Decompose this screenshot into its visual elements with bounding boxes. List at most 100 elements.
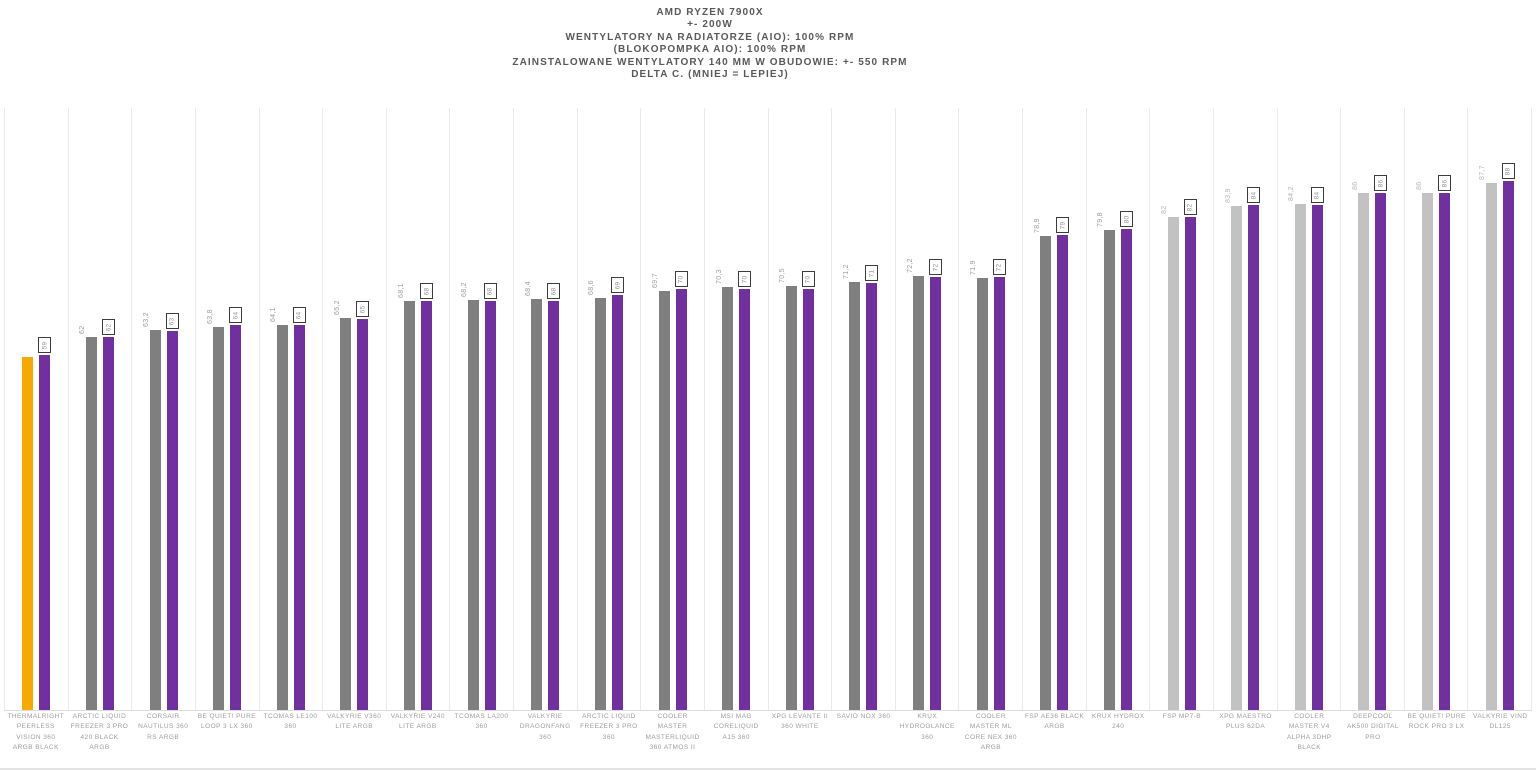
secondary-value-badge: 70 (801, 271, 815, 287)
primary-bar (1358, 193, 1370, 710)
secondary-bar (675, 289, 687, 710)
chart-column: 72,2 72 (894, 108, 959, 710)
category-label: XPG LEVANTE II 360 WHITE (771, 713, 829, 731)
category-label: SAVIO NOX 360 (836, 713, 891, 720)
category-label: FSP MP7-B (1162, 713, 1202, 720)
secondary-bar (739, 289, 751, 710)
category-label: COOLER MASTER MASTERLIQUID 360 ATMOS II (645, 713, 700, 752)
primary-bar (1422, 193, 1434, 710)
secondary-value-badge: 88 (1501, 163, 1515, 179)
chart-column: 69,7 70 (640, 108, 704, 710)
primary-value-label: 71,2 (842, 264, 850, 279)
chart-column: 78,9 79 (1022, 108, 1086, 710)
category-label: COOLER MASTER ML CORE NEX 360 ARGB (964, 713, 1017, 752)
chart-title-line-radiator-fans: WENTYLATORY NA RADIATORZE (AIO): 100% RP… (565, 31, 855, 43)
chart-title-line-cpu: AMD RYZEN 7900X (656, 7, 764, 18)
primary-bar (1167, 217, 1179, 710)
secondary-value-badge: 63 (165, 313, 179, 329)
secondary-value-badge: 79 (1056, 217, 1070, 233)
secondary-bar (230, 325, 242, 710)
chart-column: 79,8 80 (1085, 108, 1150, 710)
category-label: BE QUIET! PURE LOOP 3 LX 360 (197, 713, 256, 731)
chart-column: 63,8 64 (194, 108, 259, 710)
secondary-value-label: 84 (1313, 191, 1321, 199)
chart-title-line-metric: DELTA C. (MNIEJ = LEPIEJ) (631, 69, 789, 81)
secondary-value-label: 86 (1377, 179, 1385, 187)
secondary-bar (611, 295, 623, 710)
secondary-value-label: 72 (995, 263, 1003, 271)
chart-column: 65,2 65 (322, 108, 386, 710)
category-label: ARCTIC LIQUID FREEZER 3 PRO 420 BLACK AR… (70, 713, 129, 752)
category-label: THERMALRIGHT PEERLESS VISION 360 ARGB BL… (7, 713, 65, 752)
secondary-value-badge: 72 (929, 259, 943, 275)
secondary-value-badge: 84 (1310, 187, 1324, 203)
chart-column: 68,1 68 (385, 108, 450, 710)
secondary-value-badge: 71 (865, 265, 879, 281)
secondary-value-badge: 80 (1119, 211, 1133, 227)
secondary-bar (1120, 229, 1132, 710)
chart-column: 62 62 (67, 108, 132, 710)
secondary-value-label: 70 (741, 275, 749, 283)
category-label: XPG MAESTRO PLUS 62DA (1219, 713, 1272, 731)
chart-title: AMD RYZEN 7900X +- 200W WENTYLATORY NA R… (0, 7, 1420, 81)
primary-value-label: 72,2 (906, 258, 914, 273)
secondary-bar (1439, 193, 1451, 710)
secondary-bar (357, 319, 369, 710)
primary-bar (276, 325, 288, 710)
chart-column: 59 (4, 108, 68, 710)
secondary-value-label: 80 (1122, 215, 1130, 223)
category-label: TCOMAS LA200 360 (454, 713, 509, 731)
secondary-value-badge: 69 (610, 277, 624, 293)
primary-bar (785, 286, 797, 710)
secondary-value-label: 72 (932, 263, 940, 271)
primary-value-label: 62 (79, 325, 87, 334)
chart-column: 68,4 68 (513, 108, 577, 710)
secondary-bar (930, 277, 942, 710)
primary-value-label: 69,7 (652, 273, 660, 288)
secondary-value-label: 82 (1186, 203, 1194, 211)
category-label: VALKYRIE V240 LITE ARGB (390, 713, 445, 731)
category-label: KRUX HYDROGLANCE 360 (899, 713, 955, 741)
chart-column: 71,2 71 (831, 108, 895, 710)
secondary-bar (293, 325, 305, 710)
category-label: ARCTIC LIQUID FREEZER 3 PRO 360 (580, 713, 638, 741)
primary-value-label: 68,2 (461, 282, 469, 297)
primary-value-label: 83,9 (1224, 188, 1232, 203)
secondary-value-label: 68 (486, 287, 494, 295)
secondary-value-badge: 68 (547, 283, 561, 299)
secondary-value-label: 63 (168, 317, 176, 325)
secondary-value-badge: 68 (483, 283, 497, 299)
primary-value-label: 70,5 (779, 268, 787, 283)
secondary-value-label: 68 (423, 287, 431, 295)
secondary-bar (1311, 205, 1323, 710)
secondary-bar (1184, 217, 1196, 710)
primary-value-label: 82 (1161, 205, 1169, 214)
category-label: MSI MAG CORELIQUID A15 360 (713, 713, 759, 741)
primary-bar (594, 298, 606, 710)
primary-value-label: 71,9 (970, 260, 978, 275)
secondary-value-label: 68 (550, 287, 558, 295)
chart-column: 83,9 84 (1212, 108, 1277, 710)
primary-bar (1485, 183, 1497, 710)
secondary-value-badge: 59 (38, 337, 52, 353)
secondary-value-label: 62 (104, 323, 112, 331)
secondary-value-badge: 64 (229, 307, 243, 323)
primary-bar (1294, 204, 1306, 710)
primary-value-label: 86 (1415, 181, 1423, 190)
secondary-value-label: 64 (295, 311, 303, 319)
category-label: TCOMAS LE100 360 (263, 713, 318, 731)
chart-column: 64,1 64 (258, 108, 323, 710)
primary-bar (340, 318, 352, 710)
secondary-bar (166, 331, 178, 710)
primary-value-label: 68,1 (397, 283, 405, 298)
primary-value-label: 87,7 (1479, 165, 1487, 180)
chart-column: 84,2 84 (1276, 108, 1341, 710)
secondary-value-badge: 62 (101, 319, 115, 335)
secondary-value-badge: 70 (674, 271, 688, 287)
chart-column: 70,3 70 (703, 108, 768, 710)
primary-bar (531, 299, 543, 710)
secondary-value-badge: 84 (1247, 187, 1261, 203)
secondary-bar (484, 301, 496, 710)
primary-bar (849, 282, 861, 710)
primary-bar (1040, 236, 1052, 710)
